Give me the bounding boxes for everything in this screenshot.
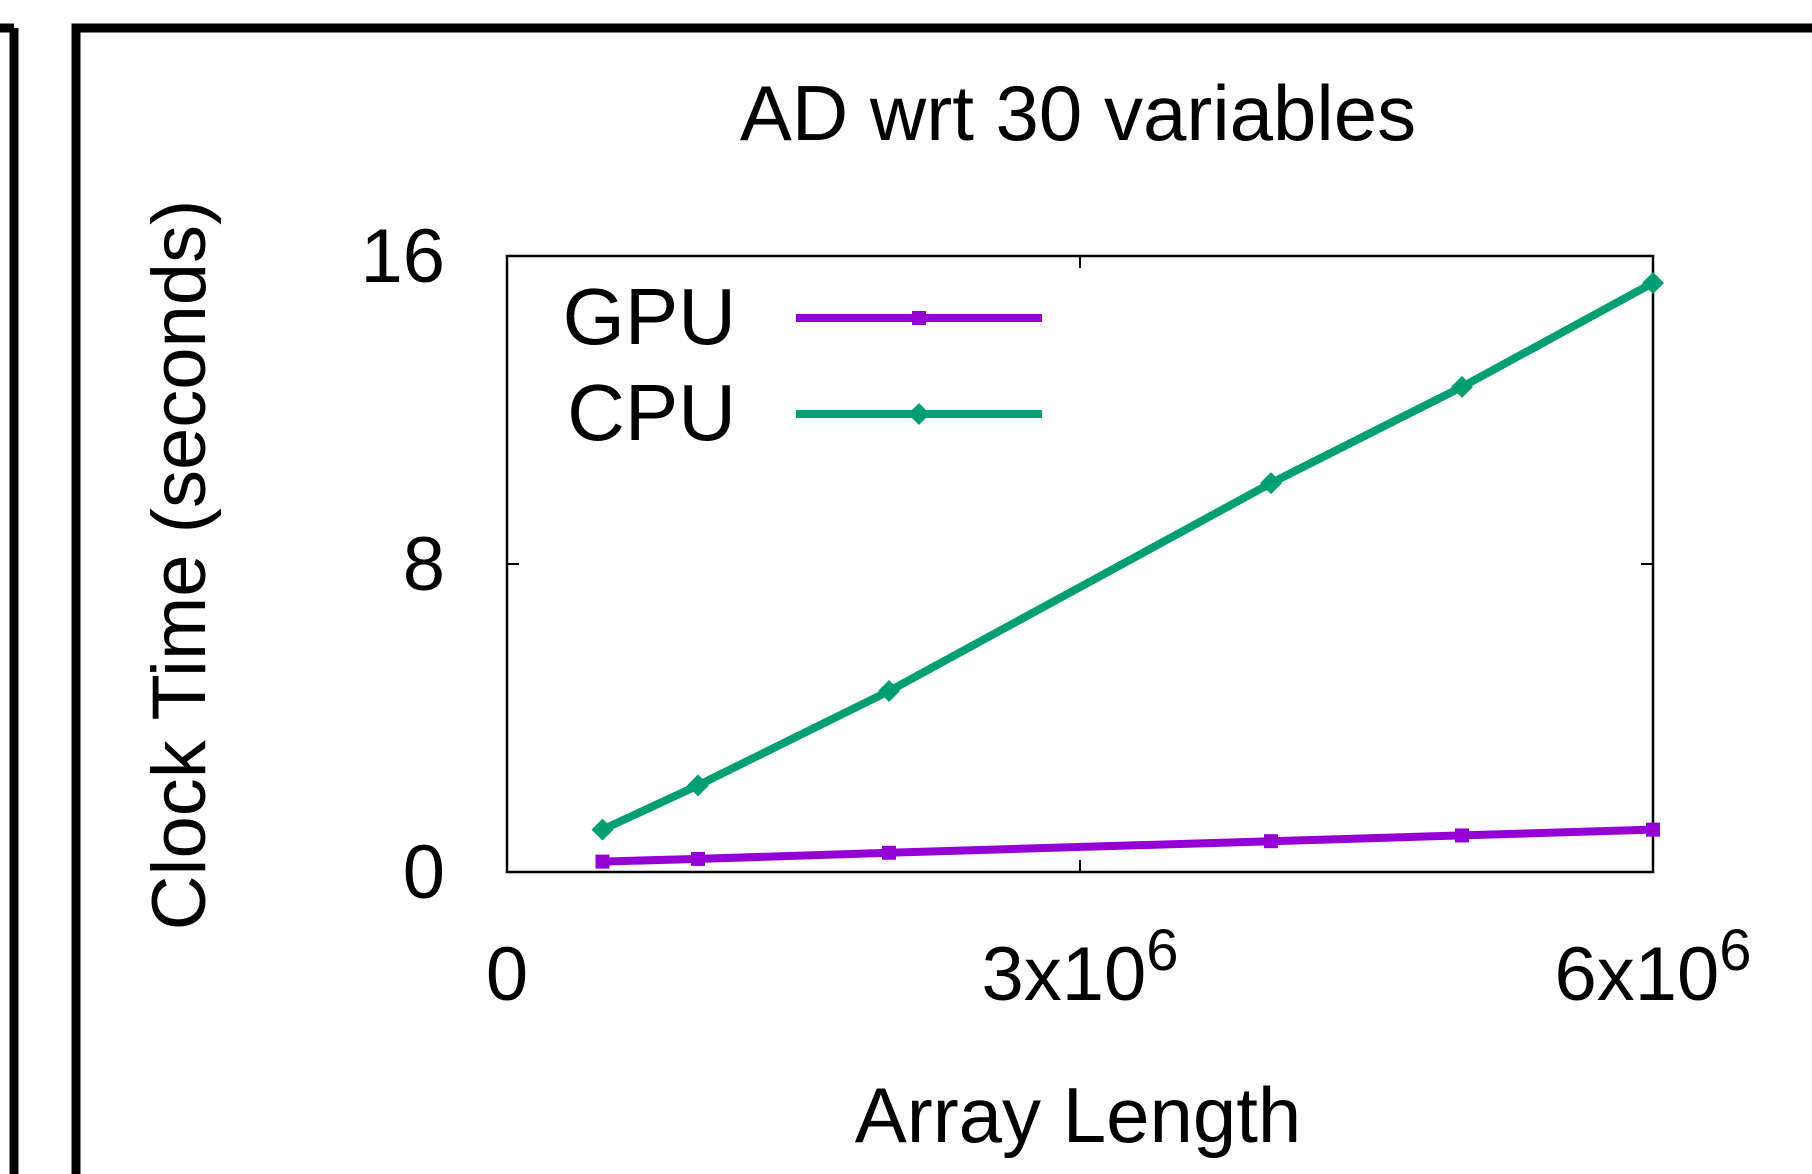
gpu-point (691, 851, 705, 866)
x-axis-label: Array Length (855, 1071, 1302, 1159)
x-tick-label: 6x106 (1554, 918, 1751, 1017)
gpu-point (1264, 834, 1278, 849)
legend-label-cpu: CPU (567, 368, 736, 457)
chart-title: AD wrt 30 variables (740, 69, 1416, 157)
cpu-point (1260, 472, 1282, 495)
legend-label-gpu: GPU (563, 272, 736, 361)
gpu-point (1646, 822, 1660, 837)
series-gpu (595, 822, 1660, 869)
y-axis-label: Clock Time (seconds) (137, 200, 222, 931)
cpu-point (1451, 375, 1473, 398)
legend-marker-gpu (912, 311, 926, 325)
gpu-line (602, 825, 1654, 866)
y-tick-label: 0 (403, 830, 445, 915)
panel-frame (71, 23, 1812, 1174)
x-tick-label: 0 (486, 932, 528, 1017)
cpu-point (878, 680, 900, 703)
legend-marker-cpu (908, 403, 930, 425)
series-cpu (591, 271, 1664, 841)
y-tick-label: 16 (360, 214, 445, 299)
cpu-point (591, 818, 614, 841)
cpu-point (1642, 271, 1664, 294)
ticks: 0 8 16 0 3x106 6x106 (360, 214, 1751, 1017)
gpu-point (595, 854, 610, 869)
gpu-point (882, 845, 896, 860)
series-layer (591, 271, 1664, 869)
cpu-line (600, 279, 1655, 834)
cpu-point (687, 774, 709, 797)
y-tick-label: 8 (403, 522, 445, 607)
gpu-point (1455, 828, 1469, 843)
x-tick-label: 3x106 (981, 918, 1178, 1017)
